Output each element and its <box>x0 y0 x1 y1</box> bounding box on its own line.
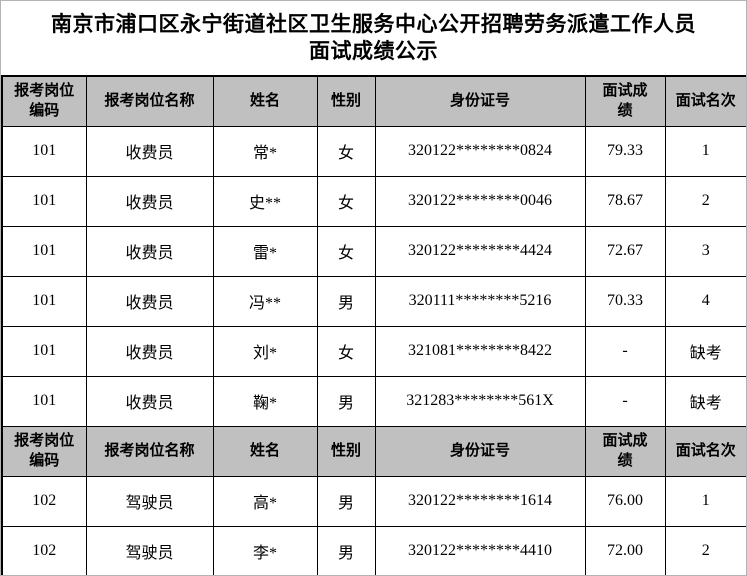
cell-rank: 2 <box>664 525 746 575</box>
cell-rank: 缺考 <box>664 325 746 377</box>
cell-code: 102 <box>1 525 87 575</box>
table-header-row: 报考岗位编码 报考岗位名称 姓名 性别 身份证号 面试成绩 面试名次 <box>1 75 746 127</box>
cell-position: 驾驶员 <box>85 525 214 575</box>
cell-score: 72.67 <box>584 225 666 277</box>
cell-id-number: 321283********561X <box>374 375 586 427</box>
cell-name: 鞠* <box>212 375 318 427</box>
header-position-code: 报考岗位编码 <box>1 75 87 127</box>
cell-position: 收费员 <box>85 325 214 377</box>
cell-id-number: 320111********5216 <box>374 275 586 327</box>
cell-rank: 1 <box>664 475 746 527</box>
table-row: 101 收费员 常* 女 320122********0824 79.33 1 <box>1 125 746 177</box>
table-row: 101 收费员 史** 女 320122********0046 78.67 2 <box>1 175 746 227</box>
header-score: 面试成绩 <box>584 75 666 127</box>
table-header-row: 报考岗位编码 报考岗位名称 姓名 性别 身份证号 面试成绩 面试名次 <box>1 425 746 477</box>
cell-rank: 1 <box>664 125 746 177</box>
cell-code: 101 <box>1 225 87 277</box>
cell-position: 收费员 <box>85 375 214 427</box>
cell-name: 李* <box>212 525 318 575</box>
cell-position: 收费员 <box>85 175 214 227</box>
header-rank: 面试名次 <box>664 75 746 127</box>
cell-code: 101 <box>1 175 87 227</box>
header-id-number: 身份证号 <box>374 425 586 477</box>
table-row: 101 收费员 雷* 女 320122********4424 72.67 3 <box>1 225 746 277</box>
cell-gender: 男 <box>316 275 376 327</box>
cell-id-number: 320122********0824 <box>374 125 586 177</box>
header-id-number: 身份证号 <box>374 75 586 127</box>
title-line-1: 南京市浦口区永宁街道社区卫生服务中心公开招聘劳务派遣工作人员 <box>51 13 696 36</box>
cell-name: 冯** <box>212 275 318 327</box>
title-line-2: 面试成绩公示 <box>309 40 438 63</box>
cell-score: - <box>584 325 666 377</box>
table-row: 102 驾驶员 李* 男 320122********4410 72.00 2 <box>1 525 746 575</box>
cell-code: 101 <box>1 375 87 427</box>
header-position-code: 报考岗位编码 <box>1 425 87 477</box>
cell-position: 收费员 <box>85 275 214 327</box>
cell-gender: 女 <box>316 225 376 277</box>
cell-rank: 缺考 <box>664 375 746 427</box>
cell-code: 102 <box>1 475 87 527</box>
cell-rank: 3 <box>664 225 746 277</box>
cell-id-number: 320122********4410 <box>374 525 586 575</box>
cell-gender: 女 <box>316 175 376 227</box>
table-row: 101 收费员 鞠* 男 321283********561X - 缺考 <box>1 375 746 427</box>
cell-name: 高* <box>212 475 318 527</box>
table-row: 102 驾驶员 高* 男 320122********1614 76.00 1 <box>1 475 746 527</box>
header-rank: 面试名次 <box>664 425 746 477</box>
cell-name: 常* <box>212 125 318 177</box>
cell-name: 雷* <box>212 225 318 277</box>
cell-score: 76.00 <box>584 475 666 527</box>
cell-name: 刘* <box>212 325 318 377</box>
cell-rank: 4 <box>664 275 746 327</box>
cell-gender: 男 <box>316 525 376 575</box>
cell-position: 收费员 <box>85 225 214 277</box>
header-gender: 性别 <box>316 425 376 477</box>
cell-score: 79.33 <box>584 125 666 177</box>
cell-code: 101 <box>1 275 87 327</box>
header-position-name: 报考岗位名称 <box>85 75 214 127</box>
cell-code: 101 <box>1 125 87 177</box>
cell-id-number: 320122********4424 <box>374 225 586 277</box>
cell-score: - <box>584 375 666 427</box>
cell-score: 72.00 <box>584 525 666 575</box>
cell-score: 70.33 <box>584 275 666 327</box>
cell-gender: 男 <box>316 475 376 527</box>
header-name: 姓名 <box>212 425 318 477</box>
cell-position: 驾驶员 <box>85 475 214 527</box>
header-name: 姓名 <box>212 75 318 127</box>
table-row: 101 收费员 刘* 女 321081********8422 - 缺考 <box>1 325 746 377</box>
header-gender: 性别 <box>316 75 376 127</box>
cell-gender: 女 <box>316 125 376 177</box>
interview-results-table: 报考岗位编码 报考岗位名称 姓名 性别 身份证号 面试成绩 面试名次 101 收… <box>1 75 746 575</box>
cell-name: 史** <box>212 175 318 227</box>
cell-position: 收费员 <box>85 125 214 177</box>
cell-code: 101 <box>1 325 87 377</box>
cell-gender: 男 <box>316 375 376 427</box>
page-title: 南京市浦口区永宁街道社区卫生服务中心公开招聘劳务派遣工作人员 面试成绩公示 <box>1 1 746 75</box>
cell-id-number: 320122********1614 <box>374 475 586 527</box>
table-row: 101 收费员 冯** 男 320111********5216 70.33 4 <box>1 275 746 327</box>
cell-rank: 2 <box>664 175 746 227</box>
cell-gender: 女 <box>316 325 376 377</box>
cell-id-number: 321081********8422 <box>374 325 586 377</box>
cell-score: 78.67 <box>584 175 666 227</box>
header-position-name: 报考岗位名称 <box>85 425 214 477</box>
cell-id-number: 320122********0046 <box>374 175 586 227</box>
header-score: 面试成绩 <box>584 425 666 477</box>
